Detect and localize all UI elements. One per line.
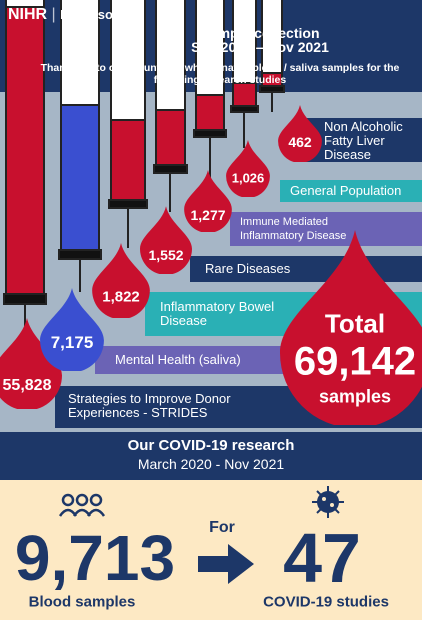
study-count: 7,175 [50, 333, 94, 352]
total-label: Total [324, 308, 386, 339]
study-name: Non Alcoholic Fatty Liver Disease [324, 119, 403, 162]
study-name: Strategies to Improve Donor Experiences … [68, 391, 231, 420]
study-name: Rare Diseases [205, 261, 291, 276]
virus-icon [312, 486, 344, 518]
connector: For [209, 519, 235, 536]
study-name: Immune Mediated Inflammatory Disease [240, 216, 347, 242]
band [190, 256, 422, 282]
total-count: 69,142 [293, 339, 417, 384]
study-count: 1,277 [190, 207, 226, 223]
band [230, 212, 422, 246]
arrow [198, 544, 254, 584]
study-count: 462 [288, 134, 312, 150]
covid-title: Our COVID-19 research [127, 437, 295, 454]
sample-count: 9,713 [14, 522, 176, 594]
study-total-label: COVID-19 studies [263, 593, 389, 611]
people-icon [58, 493, 106, 517]
brand: BioResource [60, 7, 141, 22]
title: Sample collection [200, 25, 320, 41]
study-name: Inflammatory Bowel Disease [160, 299, 275, 328]
study-total: 47 [283, 519, 361, 597]
period: Sep 2020 – Nov 2021 [191, 39, 329, 55]
study-count: 1,552 [148, 247, 184, 263]
study-count: 55,828 [2, 377, 52, 394]
covid-period: March 2020 - Nov 2021 [137, 456, 285, 472]
total-unit: samples [318, 386, 392, 407]
covid-band [0, 432, 422, 480]
logo-mark: NIHR [8, 6, 48, 23]
syringes [3, 0, 285, 338]
study-count: 1,822 [102, 288, 140, 306]
study-name: General Population [290, 183, 402, 198]
logo: NIHR | BioResource [8, 6, 141, 23]
subtitle: Thank you to our volunteers who donated … [40, 62, 400, 86]
band [280, 180, 422, 202]
sample-label: Blood samples [28, 593, 136, 611]
study-count: 1,026 [231, 170, 265, 186]
study-name: Mental Health (saliva) [115, 352, 241, 367]
